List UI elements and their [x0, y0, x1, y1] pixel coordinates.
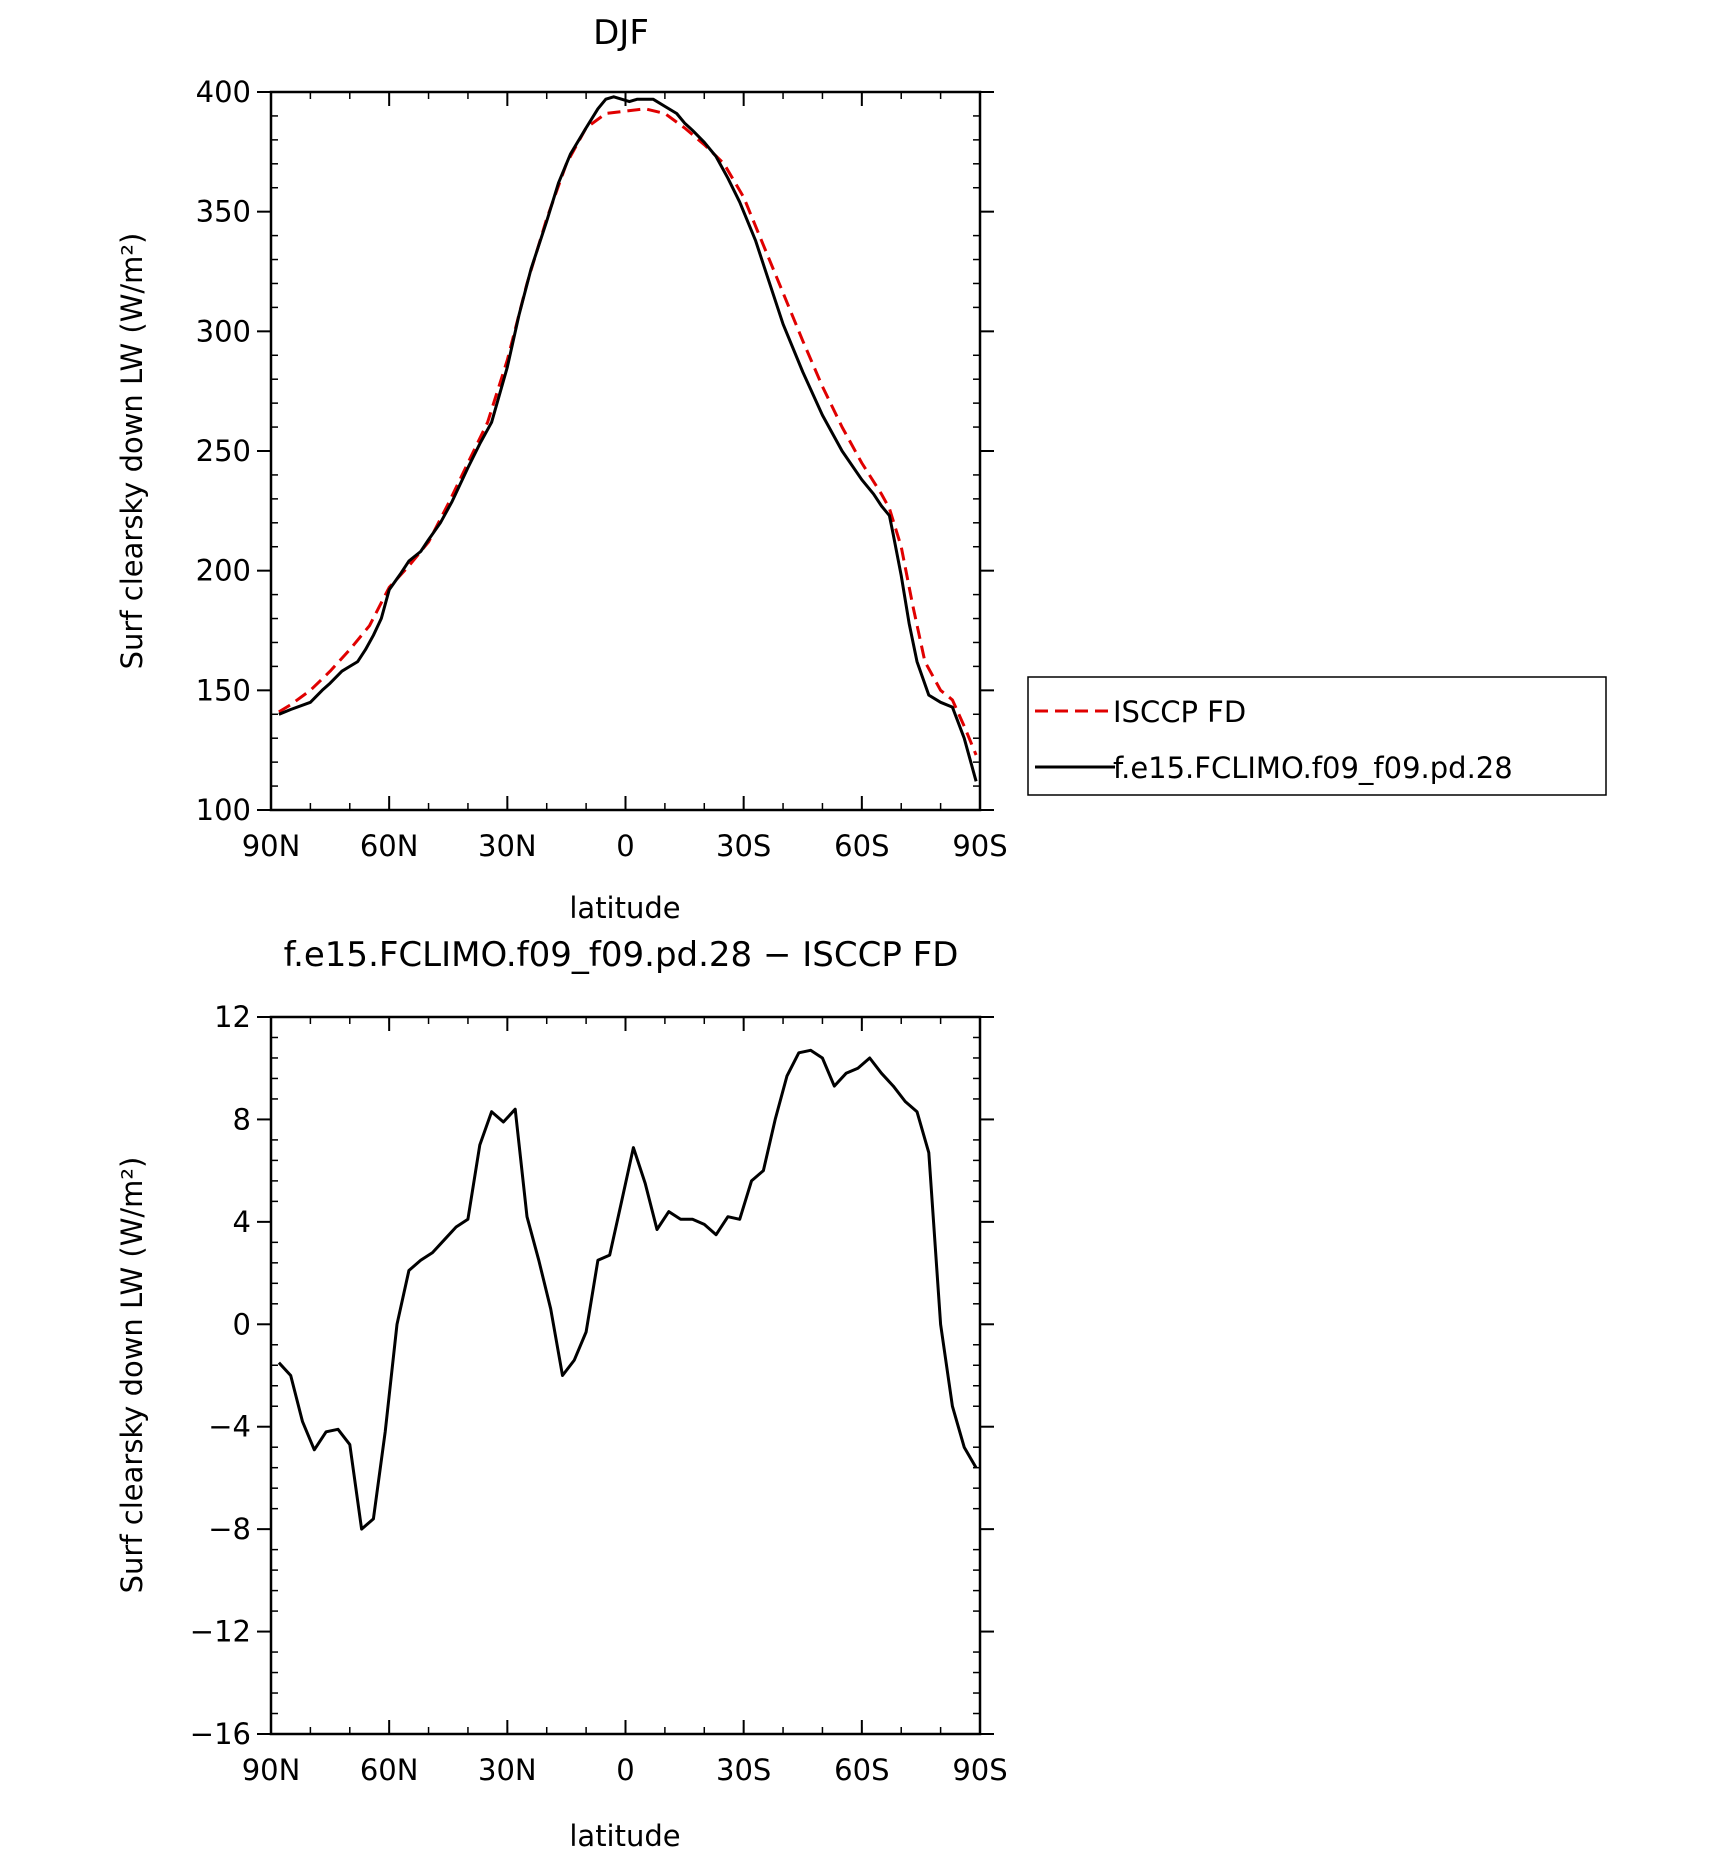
bottom-x-axis-label: latitude	[569, 1819, 680, 1850]
x-tick-label: 60N	[360, 829, 419, 863]
y-tick-label: 150	[196, 673, 251, 707]
top-y-axis-label: Surf clearsky down LW (W/m²)	[115, 233, 149, 670]
x-tick-label: 30N	[478, 829, 537, 863]
bottom-panel: f.e15.FCLIMO.f09_f09.pd.28 − ISCCP FD 90…	[115, 935, 1008, 1850]
x-tick-label: 0	[616, 1753, 634, 1787]
x-tick-label: 30N	[478, 1753, 537, 1787]
top-x-axis-label: latitude	[569, 891, 680, 925]
legend-label-isccp: ISCCP FD	[1113, 695, 1246, 729]
y-tick-label: 4	[233, 1205, 251, 1239]
y-tick-label: 200	[196, 554, 251, 588]
y-tick-label: 400	[196, 75, 251, 109]
top-plot-frame	[269, 90, 982, 812]
bottom-plot-frame	[269, 1015, 982, 1736]
y-tick-label: 100	[196, 793, 251, 827]
top-chart-title: DJF	[593, 13, 649, 53]
legend-box	[1027, 676, 1607, 796]
x-tick-label: 0	[616, 829, 634, 863]
y-tick-label: 350	[196, 195, 251, 229]
x-tick-label: 60N	[360, 1753, 419, 1787]
y-tick-label: 8	[233, 1102, 251, 1136]
y-tick-label: 0	[233, 1307, 251, 1341]
bottom-chart-title: f.e15.FCLIMO.f09_f09.pd.28 − ISCCP FD	[284, 935, 959, 975]
y-tick-label: −16	[190, 1717, 251, 1751]
x-tick-label: 90N	[242, 1753, 301, 1787]
x-tick-label: 30S	[716, 1753, 771, 1787]
x-tick-label: 60S	[834, 1753, 889, 1787]
bottom-y-axis-label: Surf clearsky down LW (W/m²)	[115, 1157, 149, 1594]
y-tick-label: 12	[214, 1000, 251, 1034]
legend: ISCCP FD f.e15.FCLIMO.f09_f09.pd.28	[1027, 676, 1607, 796]
x-tick-label: 90N	[242, 829, 301, 863]
y-tick-label: 250	[196, 434, 251, 468]
x-tick-label: 90S	[952, 829, 1007, 863]
legend-label-model: f.e15.FCLIMO.f09_f09.pd.28	[1113, 751, 1513, 785]
x-tick-label: 30S	[716, 829, 771, 863]
y-tick-label: −4	[208, 1410, 251, 1444]
x-tick-label: 90S	[952, 1753, 1007, 1787]
y-tick-label: −8	[208, 1512, 251, 1546]
bottom-series-group	[277, 1048, 978, 1531]
difference-line	[277, 1048, 978, 1531]
top-ticks: 90N 60N 30N 0 30S 60S 90S 100 150 200 250 300 350 400	[196, 75, 1008, 863]
bottom-ticks: 90N 60N 30N 0 30S 60S 90S −16 −12 −8 −4 0 4 8 12	[190, 1000, 1008, 1787]
top-panel: DJF 90N 60N 30N 0 30S 60S 90S 100 150 200 250 300 35…	[115, 13, 1607, 925]
isccp-fd-line	[278, 107, 978, 756]
x-tick-label: 60S	[834, 829, 889, 863]
y-tick-label: 300	[196, 314, 251, 348]
top-series-group	[278, 95, 978, 782]
model-line	[278, 95, 978, 782]
y-tick-label: −12	[190, 1615, 251, 1649]
